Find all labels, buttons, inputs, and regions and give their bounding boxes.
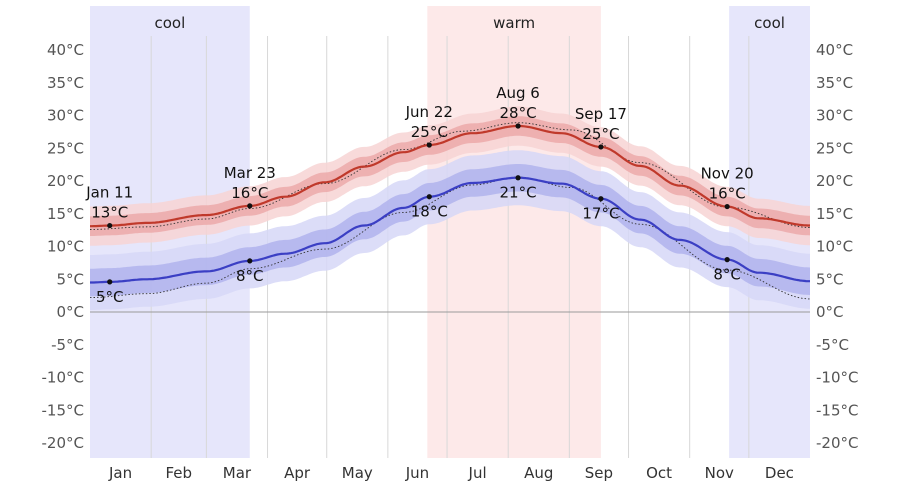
annotation-value: 8°C	[713, 266, 741, 284]
month-label: Jul	[468, 464, 487, 482]
annotation-dot	[724, 257, 730, 263]
month-label: Nov	[705, 464, 734, 482]
y-tick-right: 30°C	[816, 107, 853, 125]
annotation-value: 25°C	[582, 125, 619, 143]
series-lines	[90, 122, 810, 300]
y-tick-left: 25°C	[47, 139, 84, 157]
annotation-dot	[724, 203, 730, 210]
y-axis-right: 40°C 35°C 30°C 25°C 20°C 15°C 10°C 5°C 0°C -5°C -1…	[816, 41, 858, 452]
y-tick-right: 10°C	[816, 238, 853, 256]
annotation-dot	[107, 222, 113, 229]
y-tick-right: 15°C	[816, 205, 853, 223]
normal-line-1	[90, 176, 810, 300]
annotation-dot	[107, 279, 113, 285]
annotation-date: Nov 20	[701, 165, 754, 183]
month-label: Aug	[524, 464, 553, 482]
season-label-warm: warm	[493, 14, 535, 32]
month-label: Jun	[405, 464, 429, 482]
annotation-value: 28°C	[500, 104, 537, 122]
annotation-date: Jun 22	[405, 103, 453, 121]
y-tick-right: -10°C	[816, 369, 858, 387]
y-tick-right: 20°C	[816, 172, 853, 190]
y-tick-right: -20°C	[816, 434, 858, 452]
y-tick-left: 5°C	[56, 270, 84, 288]
season-label-cool: cool	[754, 14, 785, 32]
annotation-dot	[247, 258, 253, 264]
season-label-cool: cool	[154, 14, 185, 32]
y-tick-right: 0°C	[816, 303, 844, 321]
annotation-dot	[247, 203, 253, 209]
season-bands: cool warm cool	[90, 6, 810, 458]
y-tick-left: 35°C	[47, 74, 84, 92]
annotations: 13°C Jan 11 5°C 16°C Mar 23 8°C 25°C Jun 22 18°C…	[85, 84, 753, 306]
y-tick-right: 25°C	[816, 139, 853, 157]
annotation-value: 16°C	[231, 184, 268, 202]
series-line-1	[90, 176, 810, 284]
annotation-date: Sep 17	[575, 105, 627, 123]
series-line-0	[90, 124, 810, 228]
month-label: Sep	[585, 464, 613, 482]
month-label: Mar	[223, 464, 252, 482]
annotation-value: 25°C	[411, 123, 448, 141]
y-tick-left: 30°C	[47, 107, 84, 125]
annotation-dot	[598, 196, 604, 202]
y-tick-right: -15°C	[816, 401, 858, 419]
y-tick-left: 10°C	[47, 238, 84, 256]
annotation-value: 17°C	[582, 205, 619, 223]
month-label: Jan	[108, 464, 132, 482]
y-tick-left: -5°C	[51, 336, 84, 354]
y-tick-right: 40°C	[816, 41, 853, 59]
annotation-date: Aug 6	[496, 84, 540, 102]
band-inner-1	[90, 164, 810, 297]
month-label: May	[342, 464, 373, 482]
y-tick-left: -10°C	[42, 369, 84, 387]
band-outer-0	[90, 106, 810, 246]
annotation-value: 8°C	[236, 267, 264, 285]
month-label: Apr	[284, 464, 311, 482]
y-tick-right: 5°C	[816, 270, 844, 288]
x-axis-months: Jan Feb Mar Apr May Jun Jul Aug Sep Oct Nov Dec	[108, 464, 794, 482]
y-tick-left: 0°C	[56, 303, 84, 321]
month-label: Feb	[165, 464, 192, 482]
annotation-value: 21°C	[500, 184, 537, 202]
y-tick-left: 20°C	[47, 172, 84, 190]
normal-line-0	[90, 122, 810, 230]
y-tick-right: 35°C	[816, 74, 853, 92]
annotation-date: Mar 23	[224, 164, 276, 182]
spread-bands	[90, 106, 810, 310]
annotation-dot	[515, 123, 521, 129]
annotation-dot	[598, 144, 604, 150]
month-label: Oct	[646, 464, 672, 482]
y-tick-right: -5°C	[816, 336, 849, 354]
y-tick-left: -15°C	[42, 401, 84, 419]
band-inner-0	[90, 116, 810, 236]
annotation-value: 16°C	[709, 185, 746, 203]
annotation-value: 5°C	[96, 288, 124, 306]
annotation-value: 13°C	[91, 204, 128, 222]
month-label: Dec	[765, 464, 794, 482]
y-tick-left: 15°C	[47, 205, 84, 223]
y-tick-left: 40°C	[47, 41, 84, 59]
annotation-dot	[426, 194, 432, 200]
season-band-warm	[427, 6, 601, 458]
annotation-value: 18°C	[411, 203, 448, 221]
annotation-date: Jan 11	[85, 184, 133, 202]
annotation-dot	[515, 175, 521, 181]
y-tick-left: -20°C	[42, 434, 84, 452]
y-axis-left: 40°C 35°C 30°C 25°C 20°C 15°C 10°C 5°C 0°C -5°C -1…	[42, 41, 84, 452]
annotation-dot	[426, 142, 432, 148]
